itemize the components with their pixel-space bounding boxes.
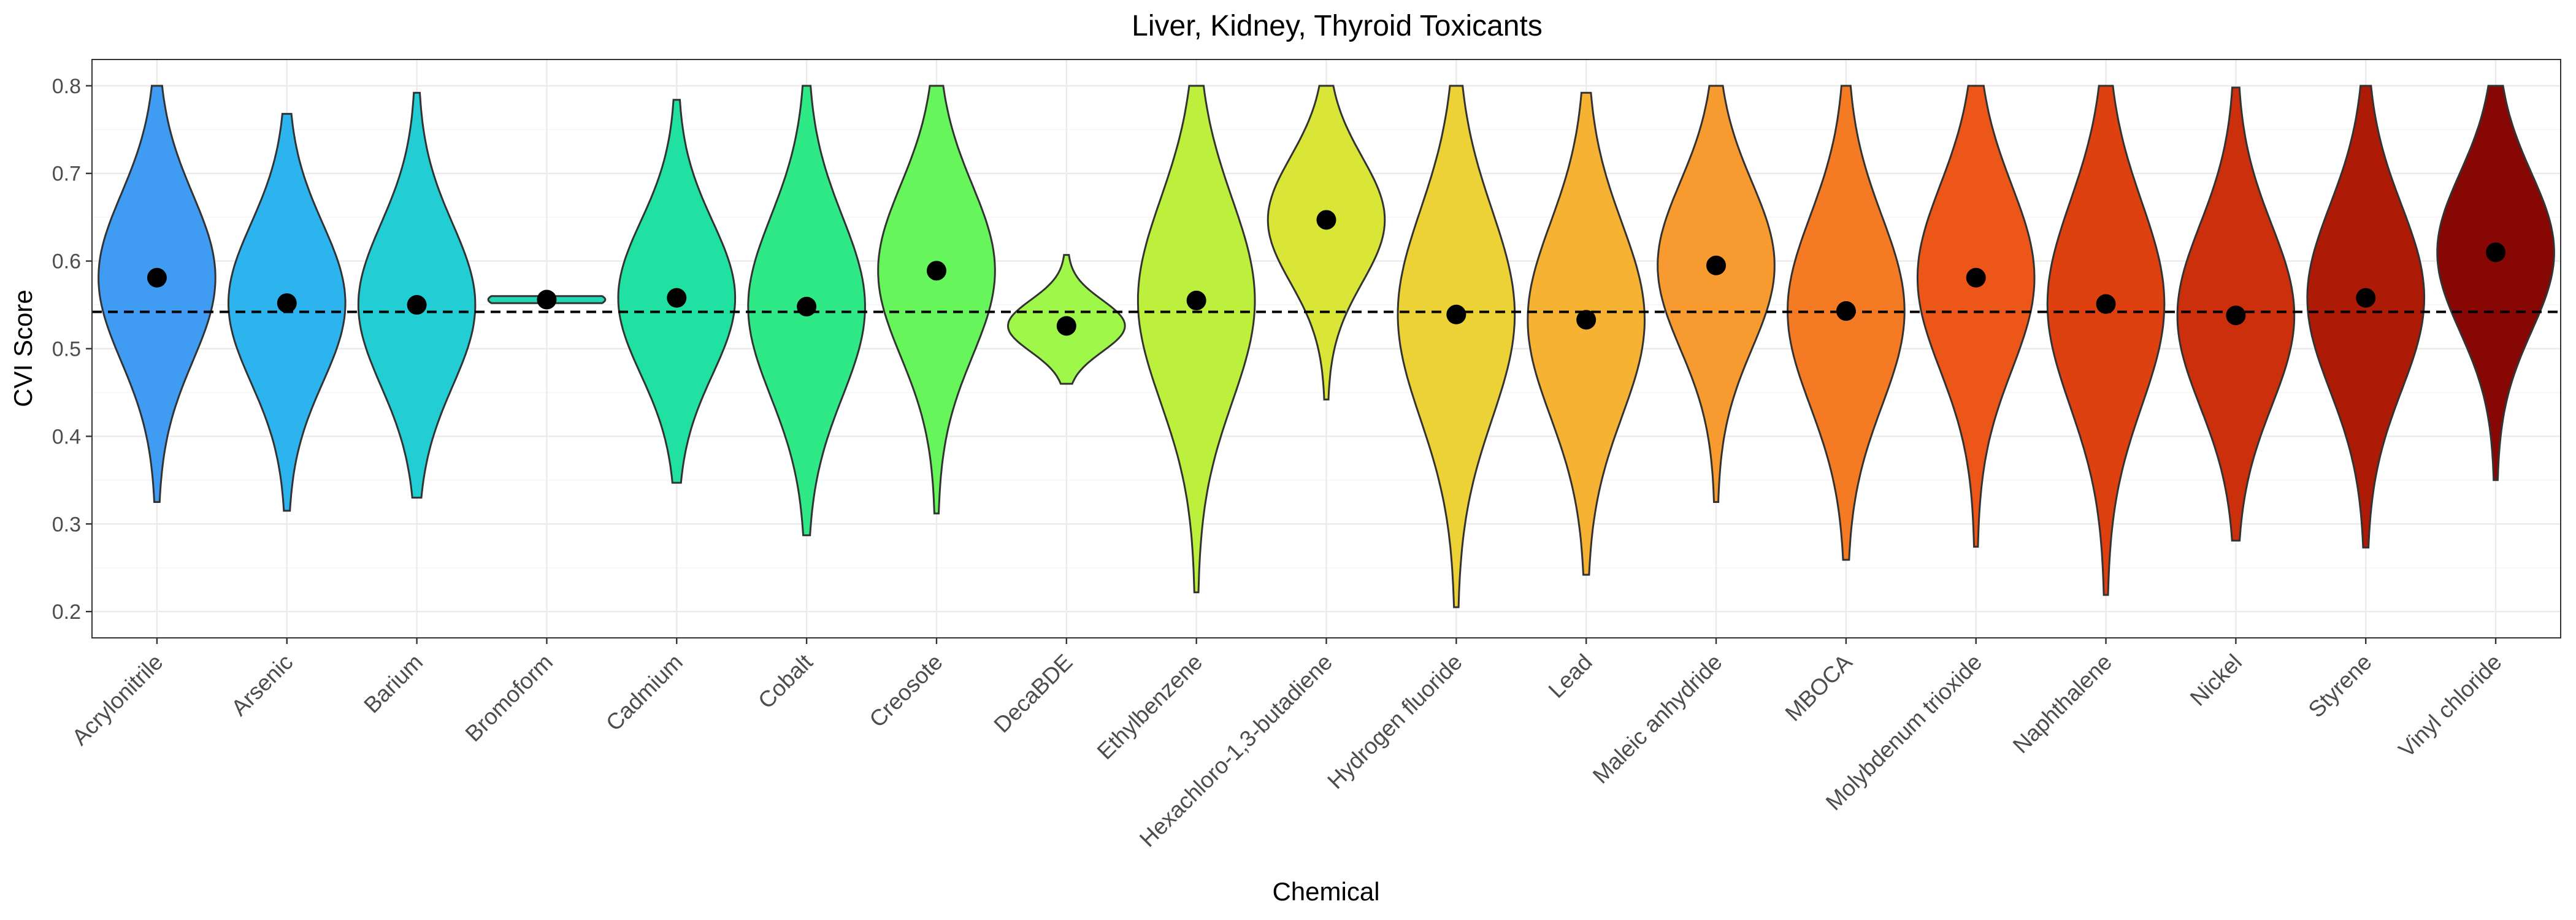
violin-mboca: [1787, 85, 1906, 561]
chart-title: Liver, Kidney, Thyroid Toxicants: [1132, 10, 1543, 42]
mean-point: [2226, 305, 2246, 326]
violin-acrylonitrile: [98, 85, 217, 503]
mean-point: [1836, 301, 1856, 321]
mean-point: [797, 296, 817, 316]
mean-point: [667, 288, 687, 308]
violin-creosote: [877, 85, 996, 515]
mean-point: [2486, 242, 2506, 263]
y-tick-label: 0.6: [52, 250, 81, 274]
y-tick-label: 0.4: [52, 425, 81, 448]
violin-hydrogen-fluoride: [1397, 85, 1516, 608]
mean-point: [537, 289, 557, 310]
violin-styrene: [2306, 85, 2426, 549]
mean-point: [277, 293, 297, 313]
mean-point: [926, 261, 946, 281]
mean-point: [407, 295, 427, 315]
y-tick-label: 0.3: [52, 513, 81, 536]
mean-point: [1446, 304, 1466, 324]
y-tick-label: 0.8: [52, 75, 81, 98]
mean-point: [1576, 310, 1597, 330]
y-axis-title: CVI Score: [9, 289, 37, 407]
violin-molybdenum-trioxide: [1916, 85, 2036, 548]
violin-hexachloro-1-3-butadiene: [1267, 85, 1386, 401]
mean-point: [147, 267, 167, 288]
mean-point: [2096, 294, 2116, 314]
y-tick-label: 0.2: [52, 600, 81, 624]
mean-point: [1316, 210, 1336, 230]
violin-lead: [1527, 91, 1646, 576]
violin-naphthalene: [2046, 85, 2166, 596]
mean-point: [1056, 316, 1076, 336]
violin-vinyl-chloride: [2436, 85, 2555, 481]
mean-point: [1706, 255, 1727, 275]
y-tick-label: 0.7: [52, 163, 81, 186]
y-tick-label: 0.5: [52, 338, 81, 361]
mean-point: [1966, 267, 1986, 288]
x-axis-title: Chemical: [1272, 877, 1379, 906]
mean-point: [1186, 290, 1206, 310]
plot-area: [91, 59, 2561, 638]
violin-maleic-anhydride: [1657, 85, 1776, 503]
mean-point: [2356, 288, 2376, 308]
violin-ethylbenzene: [1137, 85, 1256, 594]
mean-points: [147, 210, 2506, 336]
y-axis: 0.2 0.3 0.4 0.5 0.6 0.7 0.8: [52, 75, 92, 624]
